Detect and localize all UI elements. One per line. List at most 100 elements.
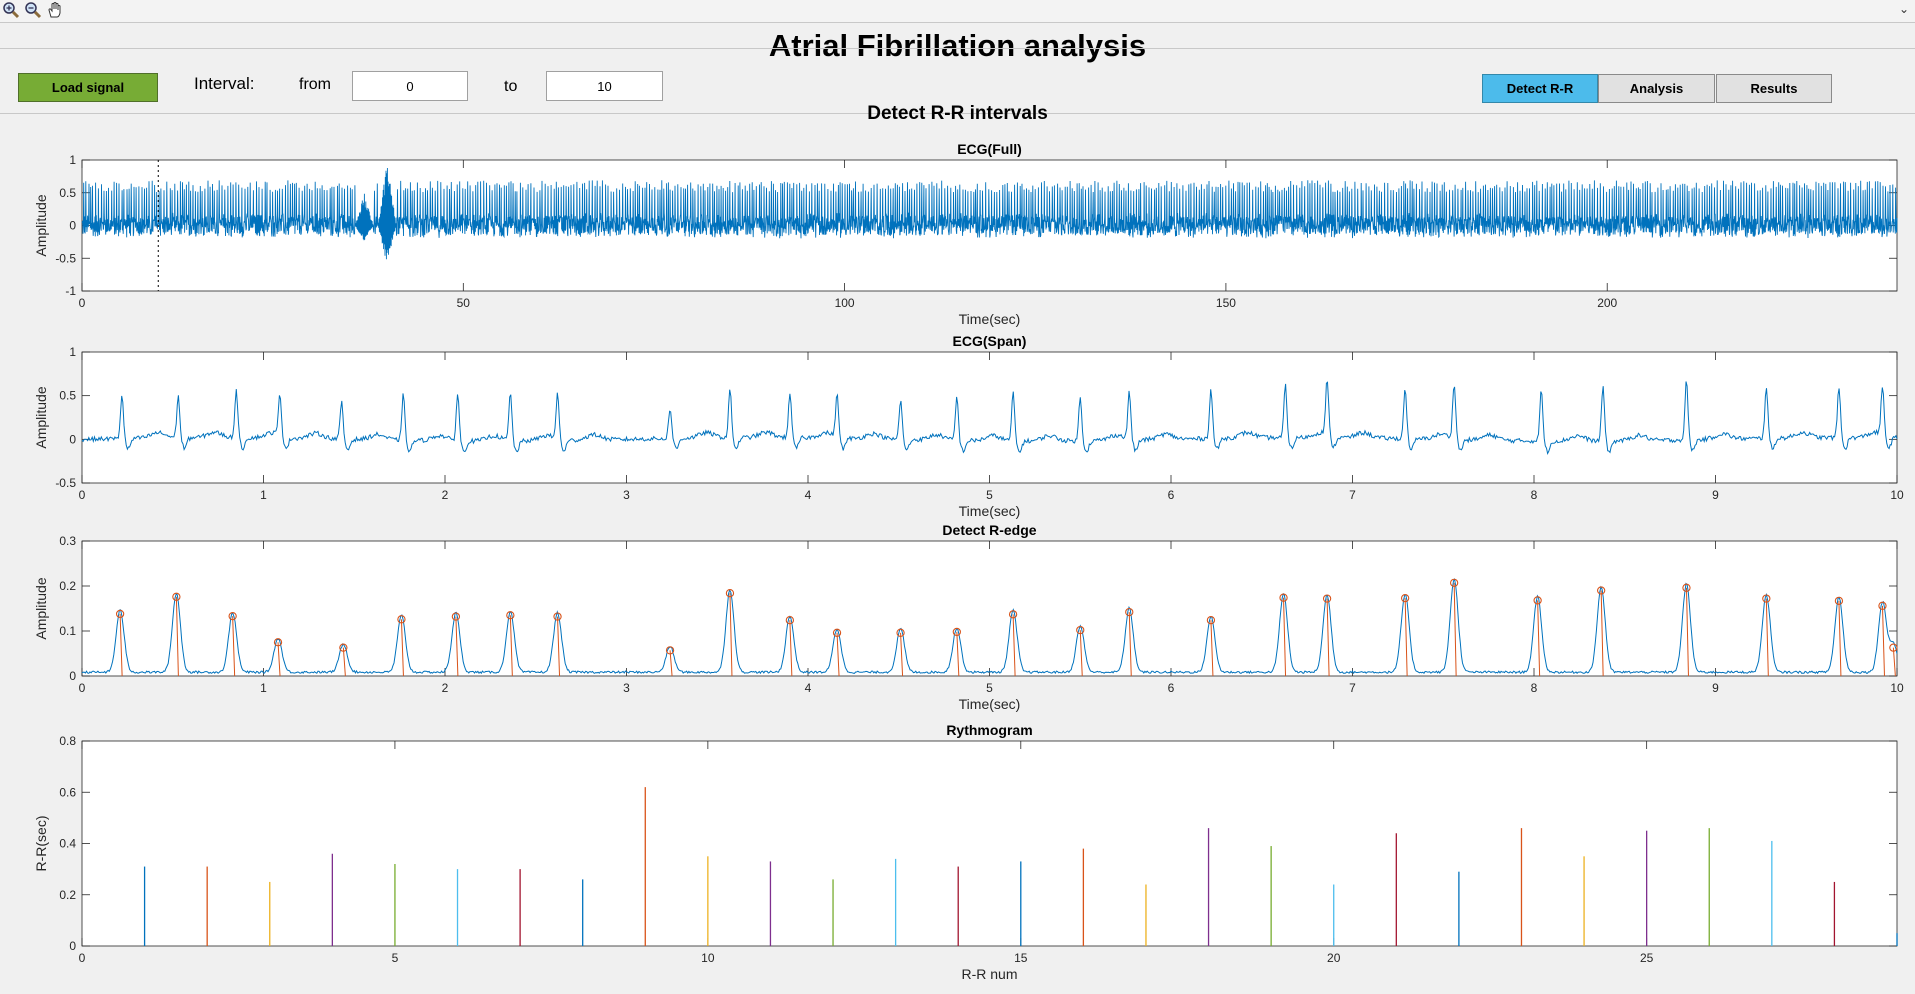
y-tick-label: 0.1	[59, 624, 76, 638]
peak-marker	[172, 592, 181, 601]
peak-stem	[789, 620, 793, 677]
x-tick-label: 1	[260, 681, 267, 695]
peak-marker	[339, 643, 348, 652]
peak-stem	[729, 593, 733, 677]
x-tick-label: 0	[79, 488, 86, 502]
load-signal-button[interactable]: Load signal	[18, 73, 158, 102]
x-tick-label: 3	[623, 488, 630, 502]
x-axis-label: Time(sec)	[959, 503, 1021, 519]
peak-stem	[1838, 600, 1842, 677]
y-tick-label: 0.5	[59, 186, 76, 200]
title-divider	[0, 48, 1915, 49]
y-tick-label: 0.8	[59, 734, 76, 748]
interval-to-input[interactable]	[546, 71, 663, 101]
x-tick-label: 6	[1168, 488, 1175, 502]
chart-rythmogram: 0 5 10 15 20 25 0 0.2 0.4 0.6 0.8 Rythmogram R-R num…	[33, 722, 1898, 982]
chart-title: Detect R-edge	[942, 522, 1036, 538]
controls-divider	[0, 113, 1915, 114]
peak-marker	[1279, 593, 1288, 602]
tab-detect-rr[interactable]: Detect R-R	[1482, 74, 1598, 103]
x-tick-label: 100	[835, 296, 855, 310]
x-axis-label: Time(sec)	[959, 696, 1021, 712]
peak-stem	[509, 615, 513, 677]
ecg-full-series	[81, 167, 1898, 260]
x-tick-label: 10	[701, 951, 715, 965]
y-tick-label: 0	[69, 939, 76, 953]
peak-stem	[1765, 598, 1769, 677]
y-tick-label: 0	[69, 432, 76, 446]
x-tick-label: 5	[392, 951, 399, 965]
interval-label: Interval:	[194, 74, 255, 93]
chart-r-edge: 0 1 2 3 4 5 6 7 8 9 10 0 0.1 0.2 0.3 Detect R-edge Time(…	[33, 522, 1904, 712]
ecg-span-series	[81, 381, 1898, 455]
from-label: from	[299, 76, 331, 93]
x-tick-label: 200	[1597, 296, 1617, 310]
chart-title: ECG(Span)	[953, 333, 1027, 349]
y-tick-label: 0.4	[59, 837, 76, 851]
y-tick-label: -0.5	[55, 251, 76, 265]
peak-stem	[1600, 590, 1604, 677]
peak-marker	[1834, 596, 1844, 605]
x-tick-label: 10	[1890, 681, 1904, 695]
x-tick-label: 8	[1531, 681, 1538, 695]
peak-stem	[1892, 647, 1896, 677]
peak-marker	[1206, 616, 1216, 625]
x-tick-label: 5	[986, 681, 993, 695]
x-tick-label: 6	[1168, 681, 1175, 695]
x-tick-label: 2	[442, 488, 449, 502]
peak-stem	[1404, 598, 1408, 677]
interval-from-input[interactable]	[352, 71, 468, 101]
peak-stem	[119, 613, 123, 677]
plot-area[interactable]	[81, 740, 1898, 947]
peak-marker	[1076, 625, 1085, 635]
zoom-out-icon[interactable]	[24, 1, 42, 19]
peak-stem	[669, 650, 673, 677]
peak-marker	[1533, 596, 1542, 605]
pan-hand-icon[interactable]	[46, 1, 64, 19]
peak-marker	[1682, 583, 1691, 592]
tab-analysis[interactable]: Analysis	[1598, 74, 1715, 103]
peak-stem	[1079, 630, 1083, 677]
peak-stem	[956, 631, 960, 677]
peak-stem	[455, 616, 459, 677]
y-axis-label: R-R(sec)	[33, 816, 49, 872]
peak-stem	[175, 596, 179, 677]
peak-marker	[665, 646, 675, 655]
peak-marker	[1762, 594, 1771, 603]
x-tick-label: 0	[79, 951, 86, 965]
y-tick-label: -1	[65, 284, 76, 298]
x-tick-label: 3	[623, 681, 630, 695]
zoom-in-icon[interactable]	[2, 1, 20, 19]
plot-area[interactable]	[81, 351, 1898, 484]
peak-marker	[273, 638, 283, 647]
figure-toolbar: ⌄	[0, 0, 1915, 23]
peak-marker	[228, 612, 237, 621]
x-tick-label: 7	[1349, 681, 1356, 695]
y-tick-label: 0.2	[59, 579, 76, 593]
y-tick-label: 0.2	[59, 888, 76, 902]
peak-marker	[832, 628, 842, 637]
peak-marker	[896, 628, 905, 637]
peak-stem	[1012, 614, 1016, 677]
chart-title: ECG(Full)	[957, 141, 1022, 157]
tab-results[interactable]: Results	[1716, 74, 1832, 103]
peak-marker	[1400, 594, 1410, 603]
x-tick-label: 20	[1327, 951, 1341, 965]
r-edge-series	[81, 578, 1898, 675]
plot-area[interactable]	[81, 540, 1898, 677]
peak-stem	[557, 616, 561, 677]
x-tick-label: 10	[1890, 488, 1904, 502]
x-tick-label: 25	[1640, 951, 1654, 965]
peak-marker	[785, 616, 794, 625]
app-title: Atrial Fibrillation analysis	[768, 28, 1147, 63]
section-title: Detect R-R intervals	[867, 103, 1048, 124]
peak-stem	[1685, 587, 1689, 677]
peak-marker	[506, 611, 515, 620]
x-tick-label: 150	[1216, 296, 1236, 310]
peak-marker	[115, 609, 125, 619]
x-tick-label: 50	[457, 296, 471, 310]
collapse-toolbar-icon[interactable]: ⌄	[1898, 2, 1909, 16]
chart-ecg-full: 0 50 100 150 200 -1 -0.5 0 0.5 1 ECG(Full) Time(sec…	[33, 141, 1898, 327]
chart-ecg-span: 0 1 2 3 4 5 6 7 8 9 10-0.500.51ECG(Span)Time(sec)A…	[33, 333, 1904, 519]
peak-stem	[1283, 597, 1287, 677]
